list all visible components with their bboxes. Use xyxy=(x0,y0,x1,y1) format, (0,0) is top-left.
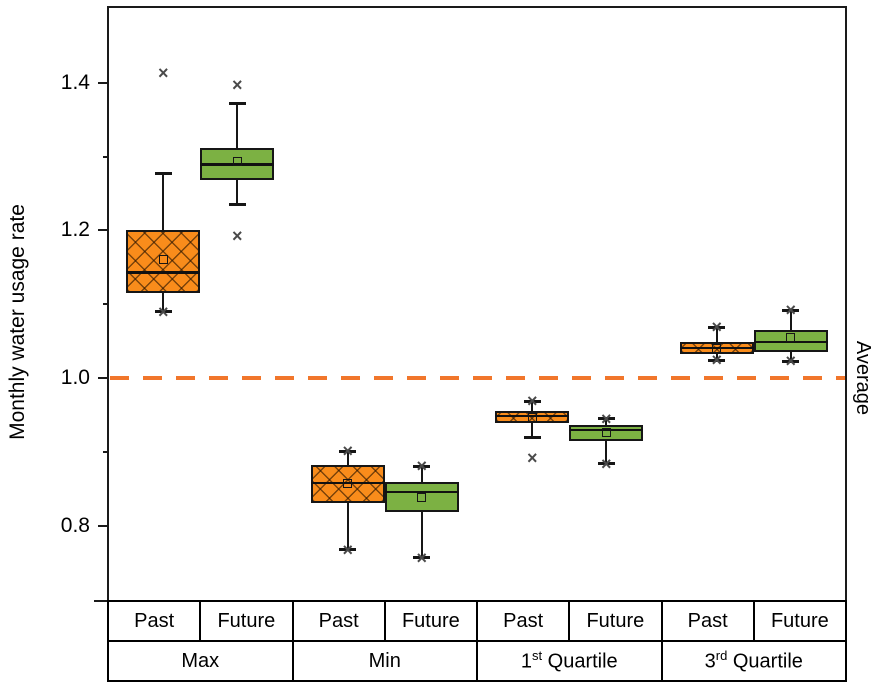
y-axis-tick-label: 1.0 xyxy=(60,366,90,390)
median-line xyxy=(310,481,385,485)
average-label: Average xyxy=(852,340,874,416)
x-group-label: Max xyxy=(107,640,294,682)
x-sub-label-future: Future xyxy=(199,600,294,642)
mean-marker xyxy=(601,428,611,438)
x-group-label: Min xyxy=(291,640,478,682)
box-future xyxy=(384,482,459,512)
whisker-x-marker: × xyxy=(785,300,796,321)
median-line xyxy=(495,414,570,417)
whisker-cap xyxy=(413,464,431,468)
whisker-cap xyxy=(228,203,246,207)
box-past xyxy=(126,230,201,294)
whisker-cap xyxy=(708,325,726,329)
x-sub-label-future: Future xyxy=(383,600,479,642)
whisker-x-marker: × xyxy=(342,539,353,560)
mean-marker xyxy=(343,479,353,489)
y-axis-minor-tick xyxy=(103,451,108,454)
average-reference-line xyxy=(110,376,845,381)
whisker-x-marker: × xyxy=(600,453,612,474)
whisker-cap xyxy=(339,449,357,453)
mean-marker xyxy=(158,254,168,264)
whisker-x-marker: × xyxy=(785,351,796,372)
box-past xyxy=(495,411,570,424)
whisker-x-marker: × xyxy=(342,441,353,462)
whisker-cap xyxy=(523,399,541,403)
whisker-line xyxy=(605,418,608,464)
outlier-x-marker: × xyxy=(231,74,243,95)
x-sub-label-past: Past xyxy=(106,600,202,642)
median-line xyxy=(126,271,201,274)
group-label-text: Min xyxy=(368,649,401,672)
outlier-x-marker: × xyxy=(526,447,538,468)
y-axis-major-tick xyxy=(98,524,108,527)
whisker-cap xyxy=(782,308,800,312)
outlier-x-marker: × xyxy=(231,226,243,247)
whisker-x-marker: × xyxy=(416,456,427,477)
group-label-text: Quartile xyxy=(542,650,618,673)
outlier-x-marker: × xyxy=(157,63,169,83)
whisker-cap xyxy=(597,462,615,466)
y-axis-major-tick xyxy=(98,377,108,380)
y-axis-tick-label: 0.8 xyxy=(60,513,90,537)
mean-marker xyxy=(786,333,796,342)
x-group-label: 1st Quartile xyxy=(476,640,663,682)
whisker-x-marker: × xyxy=(711,317,722,338)
group-label-superscript: st xyxy=(531,648,543,664)
whisker-x-marker: × xyxy=(711,350,722,371)
median-line xyxy=(384,490,459,494)
y-axis-major-tick xyxy=(98,81,108,84)
mean-marker xyxy=(417,492,427,502)
group-label-text: Max xyxy=(181,649,220,672)
whisker-cap xyxy=(413,556,431,560)
group-label-text: 1 xyxy=(520,650,532,673)
whisker-x-marker: × xyxy=(416,547,427,568)
x-sub-label-future: Future xyxy=(752,600,848,642)
group-label-text: Quartile xyxy=(727,650,803,673)
whisker-cap xyxy=(708,358,726,362)
whisker-cap xyxy=(782,359,800,363)
whisker-cap xyxy=(154,310,172,314)
whisker-x-marker: × xyxy=(157,301,169,322)
y-axis-tick-label: 1.4 xyxy=(60,70,90,94)
median-line xyxy=(200,163,275,166)
group-label-superscript: rd xyxy=(715,648,728,664)
whisker-cap xyxy=(523,435,541,439)
x-axis-corner-tick xyxy=(94,600,108,602)
x-sub-label-past: Past xyxy=(291,600,386,642)
group-label-text: 3 xyxy=(704,650,716,673)
y-axis-tick-label: 1.2 xyxy=(60,218,90,242)
x-sub-label-future: Future xyxy=(568,600,663,642)
whisker-x-marker: × xyxy=(600,408,612,429)
y-axis-minor-tick xyxy=(103,155,108,158)
mean-marker xyxy=(232,157,242,167)
mean-marker xyxy=(712,344,722,354)
whisker-cap xyxy=(597,417,615,421)
whisker-cap xyxy=(154,171,172,175)
x-axis-table: Past Future Past Future Past Future Past Future… xyxy=(106,600,848,682)
y-axis-minor-tick xyxy=(103,303,108,306)
mean-marker xyxy=(527,412,537,422)
median-line xyxy=(569,428,644,432)
whisker-cap xyxy=(339,548,357,552)
median-line xyxy=(679,346,754,350)
whisker-x-marker: × xyxy=(526,391,538,412)
x-sub-label-past: Past xyxy=(475,600,571,642)
whisker-cap xyxy=(228,101,246,105)
x-group-label: 3rd Quartile xyxy=(660,640,847,682)
x-sub-label-past: Past xyxy=(660,600,755,642)
y-axis-major-tick xyxy=(98,229,108,232)
